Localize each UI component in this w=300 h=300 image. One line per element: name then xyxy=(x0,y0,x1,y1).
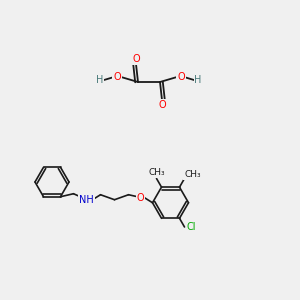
Text: Cl: Cl xyxy=(187,222,196,232)
Text: CH₃: CH₃ xyxy=(148,168,165,177)
Text: O: O xyxy=(113,72,121,82)
Text: CH₃: CH₃ xyxy=(184,170,201,179)
Text: O: O xyxy=(177,72,185,82)
Text: H: H xyxy=(96,75,104,85)
Text: H: H xyxy=(194,75,202,85)
Text: O: O xyxy=(137,193,144,203)
Text: O: O xyxy=(158,100,166,110)
Text: O: O xyxy=(132,54,140,64)
Text: NH: NH xyxy=(79,195,94,205)
